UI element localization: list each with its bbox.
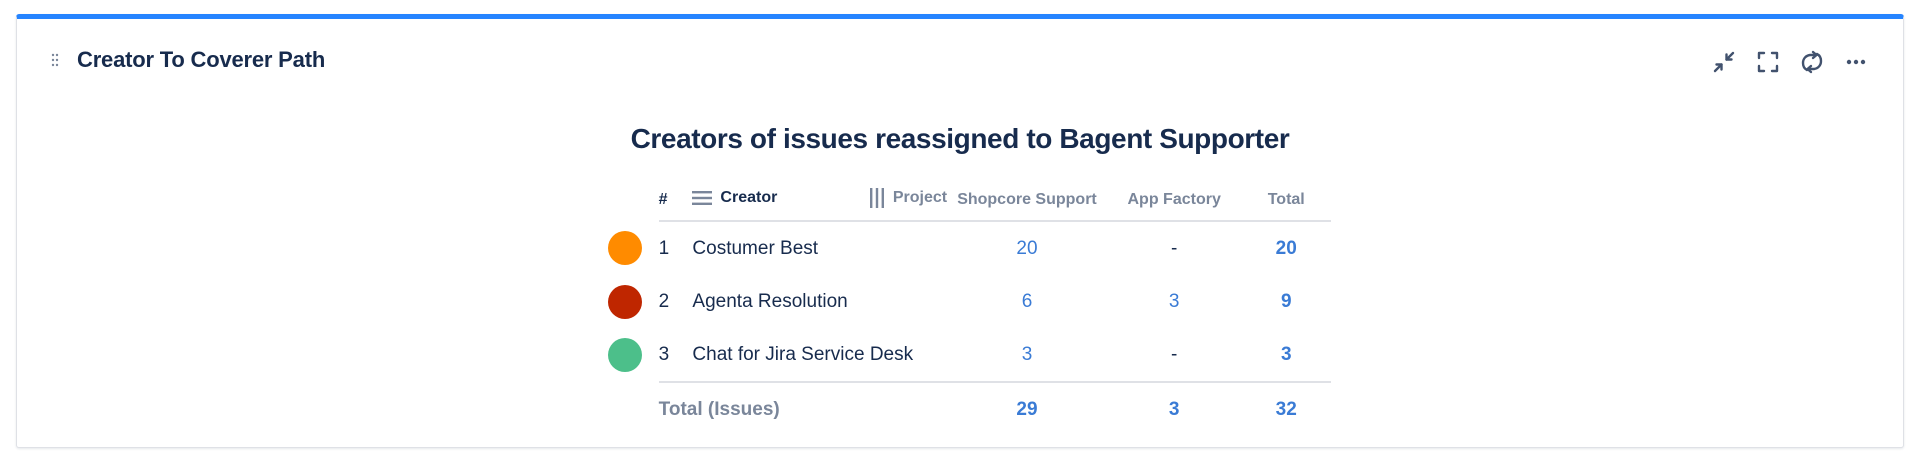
- row-index: 1: [658, 237, 670, 259]
- project-column-header[interactable]: Project: [857, 180, 948, 222]
- shopcore-column-header[interactable]: Shopcore Support: [947, 180, 1107, 222]
- minimize-icon: [1713, 51, 1735, 73]
- appfactory-count-link[interactable]: 3: [1168, 290, 1180, 312]
- shopcore-count-link[interactable]: 6: [1021, 290, 1033, 312]
- color-dot: [607, 284, 642, 319]
- footer-label: Total (Issues): [658, 399, 780, 420]
- appfactory-count: -: [1106, 328, 1242, 383]
- header-actions: [1711, 49, 1869, 75]
- row-index: 3: [658, 328, 693, 383]
- rows-icon: [692, 191, 713, 205]
- gadget-header: Creator To Coverer Path: [17, 19, 1903, 97]
- columns-icon: [869, 187, 884, 208]
- footer-grand-total-link[interactable]: 32: [1275, 399, 1297, 420]
- gadget-panel: Creator To Coverer Path: [16, 14, 1904, 448]
- gadget-title: Creator To Coverer Path: [77, 47, 326, 72]
- appfactory-column-header[interactable]: App Factory: [1106, 180, 1242, 222]
- total-column-header[interactable]: Total: [1241, 180, 1331, 222]
- footer-spacer: [591, 382, 659, 437]
- drag-handle-icon[interactable]: [51, 53, 59, 67]
- minimize-button[interactable]: [1711, 49, 1737, 75]
- table-header-row: # Creator: [591, 180, 1331, 222]
- report-table-wrapper: # Creator: [591, 180, 1331, 437]
- footer-shopcore-total-link[interactable]: 29: [1016, 399, 1038, 420]
- total-count-link[interactable]: 20: [1275, 237, 1297, 259]
- row-color-cell: [591, 221, 659, 275]
- fullscreen-icon: [1757, 51, 1779, 73]
- report-table: # Creator: [591, 180, 1331, 437]
- more-button[interactable]: [1843, 49, 1869, 75]
- color-dot: [607, 231, 642, 265]
- creator-column-label: Creator: [720, 189, 778, 206]
- row-index: 2: [658, 290, 670, 312]
- total-count-link[interactable]: 3: [1241, 328, 1331, 383]
- shopcore-count-link[interactable]: 20: [1016, 237, 1038, 259]
- row-color-cell: [591, 328, 659, 382]
- color-column-header: [591, 180, 659, 221]
- creator-column-header[interactable]: Creator: [692, 180, 858, 222]
- row-color-cell: [591, 275, 659, 328]
- row-creator: Chat for Jira Service Desk: [692, 328, 948, 383]
- refresh-button[interactable]: [1799, 49, 1825, 75]
- refresh-icon: [1801, 50, 1823, 74]
- table-row: 2 Agenta Resolution 6 3 9: [591, 275, 1331, 328]
- row-creator: Costumer Best: [692, 237, 819, 259]
- color-dot: [607, 338, 642, 372]
- more-icon: [1846, 59, 1866, 65]
- footer-appfactory-total-link[interactable]: 3: [1168, 399, 1180, 420]
- row-creator: Agenta Resolution: [692, 290, 848, 312]
- fullscreen-button[interactable]: [1755, 49, 1781, 75]
- total-count-link[interactable]: 9: [1280, 290, 1292, 312]
- shopcore-count-link[interactable]: 3: [947, 328, 1107, 383]
- appfactory-count: -: [1171, 237, 1178, 259]
- table-row: 3 Chat for Jira Service Desk 3 - 3: [591, 328, 1331, 383]
- table-row: 1 Costumer Best 20 - 20: [591, 221, 1331, 275]
- report-title: Creators of issues reassigned to Bagent …: [630, 123, 1290, 154]
- index-column-header: #: [658, 180, 693, 222]
- table-footer-row: Total (Issues) 29 3 32: [591, 382, 1331, 437]
- project-column-label: Project: [892, 188, 948, 206]
